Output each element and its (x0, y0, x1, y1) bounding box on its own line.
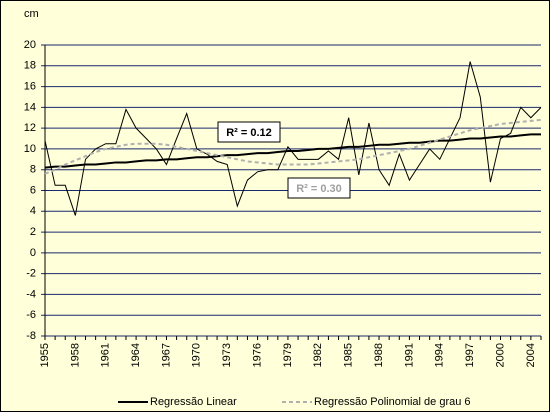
series-line (44, 133, 541, 169)
y-tick-label: -8 (26, 330, 36, 342)
y-tick-label: 2 (30, 226, 36, 238)
x-tick-label: 1991 (403, 343, 415, 367)
series-line (44, 118, 542, 175)
y-axis-label: cm (24, 8, 39, 20)
y-tick-label: -6 (26, 309, 36, 321)
annotation-box (217, 121, 281, 143)
x-tick-label: 1979 (282, 343, 294, 367)
x-tick-label: 1958 (69, 343, 81, 367)
x-tick-label: 2004 (525, 343, 537, 367)
x-tick-label: 1973 (221, 343, 233, 367)
y-tick-label: 16 (24, 80, 36, 92)
y-tick-label: 18 (24, 60, 36, 72)
x-tick-label: 1964 (130, 343, 142, 367)
y-tick-label: -2 (26, 268, 36, 280)
annotation-box (287, 177, 351, 199)
series-line (44, 61, 542, 216)
x-tick-label: 1976 (251, 343, 263, 367)
y-tick-label: 8 (30, 164, 36, 176)
x-tick-label: 2000 (494, 343, 506, 367)
y-tick-label: 6 (30, 184, 36, 196)
y-tick-label: 0 (30, 247, 36, 259)
legend-label: Regressão Linear (150, 396, 237, 408)
x-tick-label: 1961 (100, 343, 112, 367)
annotation: R² = 0.30 (296, 183, 342, 195)
y-tick-label: 4 (30, 205, 36, 217)
x-tick-label: 1955 (39, 343, 51, 367)
x-tick-label: 1982 (312, 343, 324, 367)
y-tick-label: 20 (24, 39, 36, 51)
y-tick-label: 10 (24, 143, 36, 155)
y-tick-label: 14 (24, 101, 36, 113)
x-tick-label: 1970 (191, 343, 203, 367)
annotation: R² = 0.12 (226, 127, 272, 139)
x-tick-label: 1994 (434, 343, 446, 367)
x-tick-label: 1997 (464, 343, 476, 367)
x-tick-label: 1988 (373, 343, 385, 367)
x-tick-label: 1967 (160, 343, 172, 367)
legend-label: Regressão Polinomial de grau 6 (314, 396, 471, 408)
x-tick-label: 1985 (343, 343, 355, 367)
y-tick-label: -4 (26, 288, 36, 300)
y-tick-label: 12 (24, 122, 36, 134)
